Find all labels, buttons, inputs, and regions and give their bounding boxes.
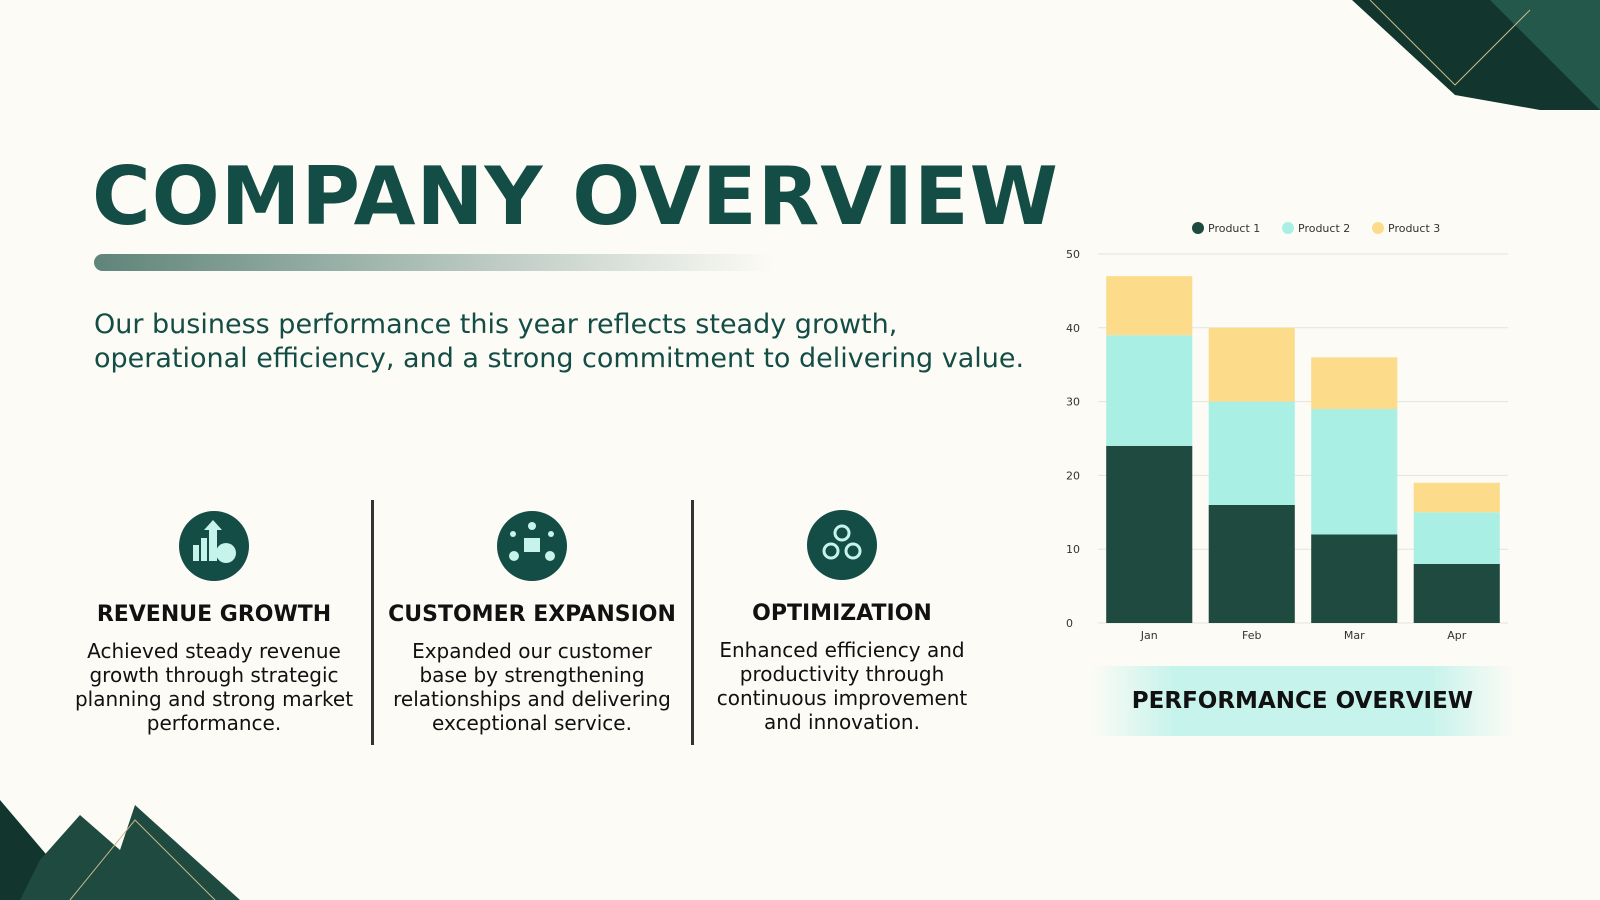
bar-segment: [1311, 408, 1398, 535]
divider: [691, 500, 694, 745]
legend-swatch: [1372, 222, 1384, 234]
chart-title: PERFORMANCE OVERVIEW: [1090, 666, 1515, 736]
feature-title: REVENUE GROWTH: [96, 602, 332, 627]
legend-swatch: [1192, 222, 1204, 234]
feature-text: Expanded our customer base by strengthen…: [393, 639, 671, 735]
legend-label: Product 3: [1388, 222, 1440, 235]
y-tick-label: 30: [1066, 396, 1080, 409]
bar-segment: [1208, 327, 1295, 402]
y-tick-label: 0: [1066, 617, 1073, 630]
feature-text: Enhanced efficiency and productivity thr…: [716, 638, 968, 734]
legend-swatch: [1282, 222, 1294, 234]
feature-title: OPTIMIZATION: [752, 601, 932, 626]
title: COMPANY OVERVIEW: [92, 150, 1059, 243]
x-tick-label: Mar: [1344, 629, 1365, 642]
bar-segment: [1106, 445, 1193, 623]
bar-segment: [1311, 357, 1398, 409]
corner-shape: [20, 805, 240, 900]
icon-customers: [497, 511, 567, 581]
icon-revenue: [179, 511, 249, 581]
chart: 0 10 20 30 40 50 Product 1 Product 2 Product 3 Ja…: [1066, 222, 1508, 642]
legend-label: Product 1: [1208, 222, 1260, 235]
corner-line: [69, 819, 216, 900]
bar-segment: [1311, 534, 1398, 623]
corner-shape: [1490, 0, 1600, 110]
bar-segment: [1106, 276, 1193, 336]
bar-segment: [1413, 482, 1500, 513]
x-tick-label: Jan: [1140, 629, 1158, 642]
intro: Our business performance this year refle…: [94, 309, 1025, 374]
feature-text: Achieved steady revenue growth through s…: [74, 639, 354, 735]
bar-segment: [1208, 504, 1295, 623]
bar-segment: [1106, 335, 1193, 446]
feature: CUSTOMER EXPANSION Expanded our customer…: [387, 602, 677, 735]
title-underline: [94, 254, 774, 271]
y-tick-label: 20: [1066, 469, 1080, 482]
x-tick-label: Apr: [1447, 629, 1467, 642]
icon-optimization: [807, 510, 877, 580]
bar-segment: [1413, 563, 1500, 623]
x-tick-label: Feb: [1242, 629, 1261, 642]
y-tick-label: 50: [1066, 248, 1080, 261]
feature: OPTIMIZATION Enhanced efficiency and pro…: [707, 601, 977, 734]
y-tick-label: 10: [1066, 543, 1080, 556]
feature-title: CUSTOMER EXPANSION: [388, 602, 676, 627]
feature: REVENUE GROWTH Achieved steady revenue g…: [69, 602, 359, 735]
legend-label: Product 2: [1298, 222, 1350, 235]
corner-line: [1369, 0, 1531, 86]
y-tick-label: 40: [1066, 322, 1080, 335]
bar-segment: [1208, 401, 1295, 505]
divider: [371, 500, 374, 745]
bar-segment: [1413, 512, 1500, 564]
